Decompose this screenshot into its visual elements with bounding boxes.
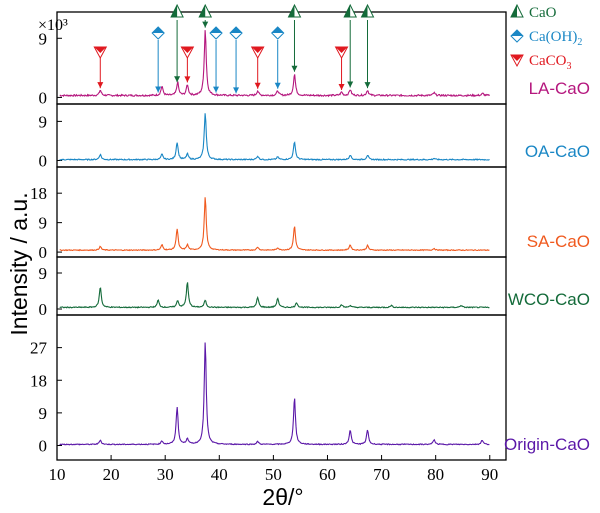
panel-origin-cao: 0 9 18 27 Origin-CaO xyxy=(30,314,590,461)
y-tick-label: 0 xyxy=(39,437,48,456)
cao-triangle-fill xyxy=(361,5,368,17)
marker-arrowhead xyxy=(155,86,162,93)
caco3-triangle-fill xyxy=(94,47,107,53)
y-tick-label: 9 xyxy=(39,112,48,131)
x-tick-label: 30 xyxy=(157,465,174,484)
xrd-trace-sa-cao xyxy=(59,197,490,252)
y-tick-label: 0 xyxy=(39,88,48,107)
xrd-trace-origin-cao xyxy=(59,342,490,446)
series-label-origin-cao: Origin-CaO xyxy=(504,435,590,454)
caco3-marker xyxy=(93,46,108,89)
caoh2-marker xyxy=(209,26,223,93)
cao-marker xyxy=(170,3,184,83)
caoh2-diamond-fill xyxy=(271,27,284,33)
legend-label: CaO xyxy=(529,5,557,21)
cao-triangle-fill xyxy=(171,5,178,17)
cao-triangle-fill xyxy=(288,5,295,17)
x-tick-label: 90 xyxy=(481,465,498,484)
legend-subscript: 2 xyxy=(577,37,582,48)
caoh2-diamond-fill xyxy=(511,30,523,36)
cao-triangle-fill xyxy=(511,5,517,17)
y-tick-label: 18 xyxy=(30,184,47,203)
panel-frame xyxy=(56,166,507,258)
panel-frame xyxy=(56,103,507,168)
panel-frame xyxy=(56,11,507,105)
legend-item-2: CaCO3 xyxy=(510,53,572,72)
x-axis-title: 2θ/° xyxy=(262,484,303,510)
x-tick-label: 40 xyxy=(211,465,228,484)
marker-arrowhead xyxy=(347,81,354,88)
legend-item-1: Ca(OH)2 xyxy=(510,29,582,48)
series-label-la-cao: LA-CaO xyxy=(529,79,590,98)
y-tick-label: 9 xyxy=(39,404,48,423)
x-axis: 10 20 30 40 50 60 70 80 90 xyxy=(49,455,498,484)
marker-arrowhead xyxy=(202,21,209,28)
y-tick-label: 27 xyxy=(30,339,48,358)
caoh2-marker xyxy=(229,26,243,94)
marker-arrowhead xyxy=(213,86,220,93)
panel-frame xyxy=(56,314,507,461)
marker-arrowhead xyxy=(233,87,240,94)
marker-arrowhead xyxy=(174,76,181,83)
x-tick-label: 70 xyxy=(373,465,390,484)
panel-sa-cao: 0 9 18 SA-CaO xyxy=(30,166,590,262)
x-tick-label: 60 xyxy=(319,465,336,484)
panel-oa-cao: 0 9 OA-CaO xyxy=(39,103,590,170)
marker-arrowhead xyxy=(184,76,191,83)
y-tick-label: 0 xyxy=(39,300,48,319)
marker-arrowhead xyxy=(291,65,298,72)
cao-marker xyxy=(360,3,375,89)
x-tick-label: 20 xyxy=(103,465,120,484)
caoh2-diamond-fill xyxy=(210,27,223,33)
marker-arrowhead xyxy=(254,82,261,89)
legend-item-0: CaO xyxy=(510,3,557,21)
cao-marker xyxy=(198,3,213,28)
caoh2-diamond-fill xyxy=(152,27,165,33)
caco3-triangle-fill xyxy=(251,47,264,53)
legend: CaO Ca(OH)2 CaCO3 xyxy=(510,3,582,72)
x-tick-label: 10 xyxy=(49,465,66,484)
xrd-trace-wco-cao xyxy=(59,282,490,309)
caco3-triangle-fill xyxy=(181,47,194,53)
y-scale-multiplier: ×10³ xyxy=(38,17,68,34)
panel-wco-cao: 0 9 WCO-CaO xyxy=(39,256,590,319)
caco3-marker xyxy=(334,46,349,91)
x-tick-label: 80 xyxy=(427,465,444,484)
panels-layer: 0 9 LA-CaO 0 9 OA-CaO 0 9 18 SA-CaO 0 9 WCO-CaO 0 9 18 2… xyxy=(30,11,590,461)
y-tick-label: 0 xyxy=(39,151,48,170)
xrd-trace-oa-cao xyxy=(59,113,490,162)
legend-subscript: 3 xyxy=(567,61,572,72)
series-label-wco-cao: WCO-CaO xyxy=(508,290,590,309)
series-label-sa-cao: SA-CaO xyxy=(527,232,590,251)
panel-la-cao: 0 9 LA-CaO xyxy=(39,11,590,107)
marker-arrowhead xyxy=(97,82,104,89)
cao-triangle-fill xyxy=(344,5,351,17)
cao-marker xyxy=(287,3,302,72)
y-tick-label: 0 xyxy=(39,243,48,262)
legend-label: Ca(OH)2 xyxy=(529,29,582,48)
y-tick-label: 18 xyxy=(30,371,47,390)
caco3-triangle-fill xyxy=(511,55,523,61)
cao-triangle-fill xyxy=(199,5,206,17)
y-tick-label: 9 xyxy=(39,214,48,233)
caoh2-marker xyxy=(271,26,285,89)
caco3-marker xyxy=(250,46,265,89)
cao-marker xyxy=(343,3,358,88)
caoh2-diamond-fill xyxy=(230,27,243,33)
y-tick-label: 9 xyxy=(39,29,48,48)
caco3-marker xyxy=(180,46,195,83)
x-tick-label: 50 xyxy=(265,465,282,484)
series-label-oa-cao: OA-CaO xyxy=(525,142,590,161)
caco3-triangle-fill xyxy=(335,47,348,53)
phase-markers xyxy=(93,3,375,94)
marker-arrowhead xyxy=(338,84,345,91)
legend-label: CaCO3 xyxy=(529,53,572,72)
caoh2-marker xyxy=(151,26,165,93)
y-axis-title: Intensity / a.u. xyxy=(6,192,32,335)
xrd-trace-la-cao xyxy=(59,30,490,98)
marker-arrowhead xyxy=(274,82,281,89)
marker-arrowhead xyxy=(364,82,371,89)
y-tick-label: 9 xyxy=(39,264,48,283)
